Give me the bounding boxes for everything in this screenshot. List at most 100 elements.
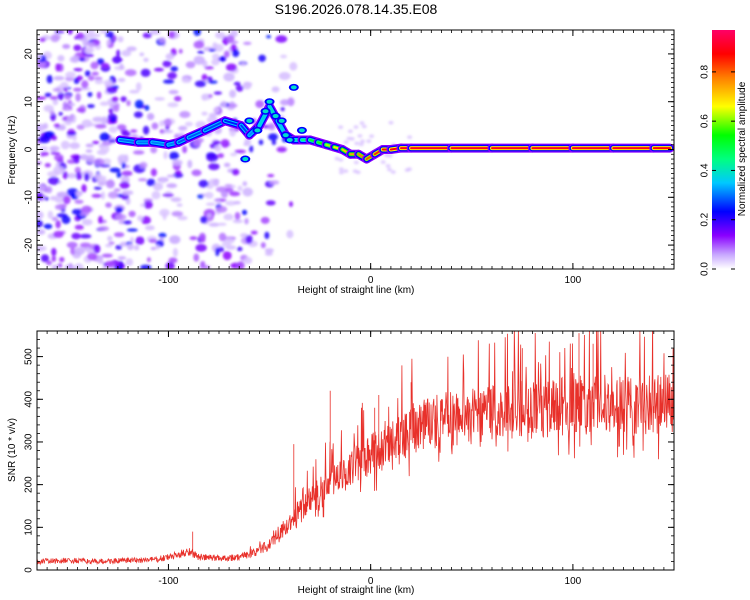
noise-blob: [267, 174, 275, 178]
noise-blob: [229, 128, 236, 137]
noise-blob: [148, 238, 157, 243]
noise-blob: [177, 215, 188, 221]
noise-blob: [135, 82, 142, 91]
noise-blob: [223, 213, 234, 221]
noise-blob: [54, 154, 64, 162]
noise-blob: [74, 224, 84, 230]
noise-blob: [55, 63, 61, 72]
noise-blob: [234, 149, 246, 154]
noise-blob: [258, 54, 266, 62]
noise-blob: [229, 89, 237, 98]
noise-blob: [223, 50, 230, 58]
noise-blob: [79, 233, 92, 239]
noise-blob: [150, 168, 157, 177]
noise-blob: [123, 220, 132, 225]
track-blob: [278, 118, 285, 123]
noise-blob: [206, 153, 219, 162]
snr-panel: -100 0 100 0 100 200 300 400 500 Height of stra…: [7, 330, 675, 596]
track-blob: [242, 157, 249, 162]
noise-blob: [111, 77, 117, 84]
noise-blob: [182, 145, 188, 154]
noise-blob: [250, 230, 258, 235]
noise-blob: [126, 100, 131, 107]
noise-blob: [268, 133, 278, 141]
noise-blob: [185, 61, 196, 69]
noise-blob: [68, 102, 76, 107]
noise-blob: [104, 260, 115, 268]
noise-blob: [146, 257, 151, 263]
noise-blob: [225, 63, 237, 72]
noise-blob: [39, 37, 46, 42]
noise-blob: [178, 125, 188, 131]
noise-blob: [334, 156, 340, 161]
noise-blob: [264, 231, 270, 240]
noise-blob: [343, 169, 349, 173]
noise-blob: [159, 120, 165, 127]
track-blob: [266, 99, 273, 104]
noise-blob: [354, 141, 360, 146]
noise-blob: [97, 181, 106, 186]
noise-blob: [67, 30, 73, 35]
noise-blob: [276, 146, 287, 153]
noise-blob: [117, 77, 126, 83]
noise-blob: [142, 32, 152, 39]
noise-blob: [358, 142, 364, 147]
noise-blob: [105, 243, 113, 248]
noise-blob: [170, 66, 178, 72]
noise-blob: [158, 232, 167, 238]
noise-blob: [223, 72, 235, 82]
noise-blob: [221, 242, 232, 247]
noise-blob: [71, 55, 80, 63]
spectrogram-noise-field: [37, 30, 413, 269]
spectrogram-minor-ticks: [36, 29, 675, 270]
noise-blob: [168, 89, 179, 95]
noise-blob: [218, 232, 227, 242]
noise-blob: [133, 111, 143, 118]
noise-blob: [146, 113, 155, 121]
noise-blob: [73, 87, 82, 92]
noise-blob: [181, 77, 191, 83]
noise-blob: [151, 191, 161, 200]
noise-blob: [94, 79, 104, 85]
noise-blob: [66, 131, 77, 136]
noise-blob: [79, 242, 92, 248]
noise-blob: [81, 119, 93, 128]
x-tick-label: 0: [368, 275, 374, 286]
noise-blob: [86, 154, 96, 163]
noise-blob: [119, 63, 124, 70]
noise-blob: [208, 94, 213, 98]
noise-blob: [404, 168, 410, 172]
noise-blob: [52, 88, 61, 92]
noise-blob: [121, 161, 126, 169]
noise-blob: [111, 96, 119, 103]
noise-blob: [130, 236, 134, 243]
noise-blob: [212, 140, 221, 145]
noise-blob: [94, 173, 102, 181]
noise-blob: [343, 140, 349, 144]
noise-blob: [243, 41, 252, 46]
noise-blob: [226, 35, 235, 43]
noise-blob: [162, 60, 172, 68]
figure-title: S196.2026.078.14.35.E08: [275, 1, 438, 17]
noise-blob: [151, 30, 159, 33]
noise-blob: [193, 30, 201, 36]
noise-blob: [64, 94, 72, 100]
noise-blob: [107, 191, 119, 199]
noise-blob: [355, 170, 361, 175]
noise-blob: [51, 216, 59, 222]
noise-blob: [163, 151, 168, 160]
noise-blob: [59, 256, 65, 263]
noise-blob: [44, 92, 52, 98]
noise-blob: [224, 184, 233, 188]
noise-blob: [195, 244, 207, 252]
noise-blob: [199, 265, 211, 269]
noise-blob: [57, 91, 64, 101]
noise-blob: [169, 151, 180, 160]
y-tick-label: -20: [24, 237, 35, 252]
noise-blob: [264, 248, 274, 253]
noise-blob: [153, 67, 164, 72]
noise-blob: [193, 55, 205, 65]
noise-blob: [99, 30, 107, 34]
noise-blob: [174, 95, 182, 102]
noise-blob: [37, 184, 47, 192]
